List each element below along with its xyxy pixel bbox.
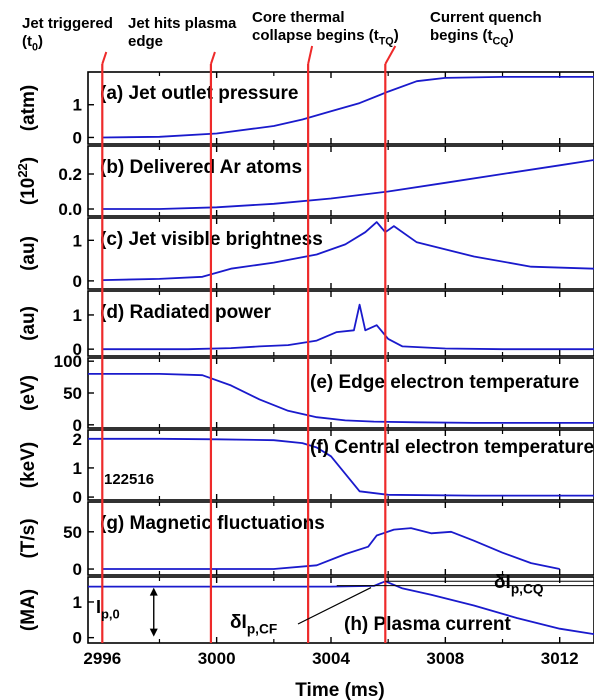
event-lines (101, 64, 387, 643)
y-tick-label-d-1: 1 (73, 306, 82, 325)
annotations: Ip,0 δIp,CF δIp,CQ 2996 3000 3004 3008 3012 (83, 572, 594, 668)
event-label-3-line1: Current quench (430, 9, 542, 26)
panel-d: 0 1 (au) (d) Radiated power (18, 290, 594, 359)
y-axis-label-c: (au) (18, 236, 39, 271)
panel-f: 0 1 2 (keV) (f) Central electron temperature (18, 429, 594, 507)
panel-title-d: (d) Radiated power (100, 302, 272, 323)
panel-title-h: (h) Plasma current (344, 614, 511, 635)
y-axis-label-g: (T/s) (18, 518, 39, 558)
y-tick-label-e-0: 0 (73, 416, 82, 435)
event-pointer-0 (101, 51, 108, 65)
event-label-2-line2: collapse begins (tTQ) (252, 27, 399, 48)
cf-pointer (297, 587, 372, 625)
series-line-d (102, 303, 594, 351)
series-line-f (88, 437, 594, 497)
x-tick-label-3: 3008 (426, 649, 464, 668)
panel-title-g: (g) Magnetic fluctuations (100, 513, 325, 534)
y-tick-label-b-1: 0.2 (58, 165, 82, 184)
series-line-b (102, 159, 594, 210)
y-tick-label-h-0: 0 (73, 629, 82, 648)
ip0-arrowhead-down (149, 628, 158, 637)
event-pointer-2 (307, 45, 314, 65)
panel-b-frame (87, 145, 594, 217)
event-label-0-line1: Jet triggered (22, 15, 113, 32)
y-tick-label-c-1: 1 (73, 231, 82, 250)
shot-number-label: 122516 (104, 471, 154, 488)
panel-b: 0.0 0.2 (1022) (b) Delivered Ar atoms (15, 145, 594, 219)
y-tick-label-b-0: 0.0 (58, 200, 82, 219)
dip-cf-label: δIp,CF (230, 612, 277, 637)
y-axis-label-b: (1022) (15, 157, 39, 205)
y-tick-label-a-1: 1 (73, 96, 82, 115)
panel-title-e: (e) Edge electron temperature (310, 372, 579, 393)
y-axis-label-a: (atm) (18, 85, 39, 131)
y-tick-label-g-0: 0 (73, 560, 82, 579)
y-tick-label-c-0: 0 (73, 272, 82, 291)
y-axis-label-d: (au) (18, 306, 39, 341)
x-tick-label-0: 2996 (83, 649, 121, 668)
x-axis-label: Time (ms) (295, 680, 384, 700)
event-label-0-line2: (t0) (22, 33, 43, 54)
panel-c: 01(au) (c) Jet visible brightness (18, 217, 594, 291)
y-tick-label-g-1: 50 (63, 523, 82, 542)
ip0-arrowhead-up (149, 587, 158, 596)
y-tick-label-e-1: 50 (63, 384, 82, 403)
panel-d-frame (87, 290, 594, 357)
panel-title-f: (f) Central electron temperature (310, 437, 594, 458)
x-tick-label-1: 3000 (198, 649, 236, 668)
y-tick-label-d-0: 0 (73, 340, 82, 359)
panel-a-frame (87, 71, 594, 145)
dip-cq-label: δIp,CQ (494, 572, 544, 597)
panel-e-frame (87, 357, 594, 429)
panel-a: 0 1 (atm) (a) Jet outlet pressure (18, 71, 594, 147)
event-label-1-line1: Jet hits plasma (128, 15, 237, 32)
panel-e: 0 50 100 (eV) (e) Edge electron temperature (18, 352, 594, 435)
panel-f-frame (87, 429, 594, 501)
y-axis-label-f: (keV) (18, 442, 39, 488)
event-label-3-line2: begins (tCQ) (430, 27, 514, 48)
ip0-label: Ip,0 (96, 597, 120, 621)
series-line-g (102, 527, 560, 570)
event-label-2-line1: Core thermal (252, 9, 345, 26)
panels: 0 1 (atm) (a) Jet outlet pressure 0.0 0.2 (102… (15, 71, 594, 648)
panel-c-frame (87, 217, 594, 290)
panel-g: 0 50 (T/s) (g) Magnetic fluctuations (18, 501, 594, 579)
x-tick-label-2: 3004 (312, 649, 350, 668)
event-pointer-1 (209, 51, 216, 65)
panel-title-a: (a) Jet outlet pressure (100, 83, 299, 104)
panel-g-frame (87, 501, 594, 576)
y-tick-label-h-1: 1 (73, 593, 82, 612)
panel-h-frame (87, 576, 594, 644)
y-tick-label-f-0: 0 (73, 488, 82, 507)
y-tick-label-a-0: 0 (73, 128, 82, 147)
series-line-a (102, 76, 594, 139)
series-line-e (88, 372, 594, 424)
y-tick-label-e-2: 100 (54, 352, 82, 371)
event-pointer-3 (384, 45, 397, 65)
y-axis-label-h: (MA) (18, 589, 39, 631)
x-tick-label-4: 3012 (541, 649, 579, 668)
y-axis-label-e: (eV) (18, 375, 39, 411)
panel-title-b: (b) Delivered Ar atoms (100, 157, 302, 178)
y-tick-label-f-2: 2 (73, 430, 82, 449)
event-label-1-line2: edge (128, 33, 163, 50)
y-tick-label-f-1: 1 (73, 459, 82, 478)
series-line-h (88, 580, 594, 635)
